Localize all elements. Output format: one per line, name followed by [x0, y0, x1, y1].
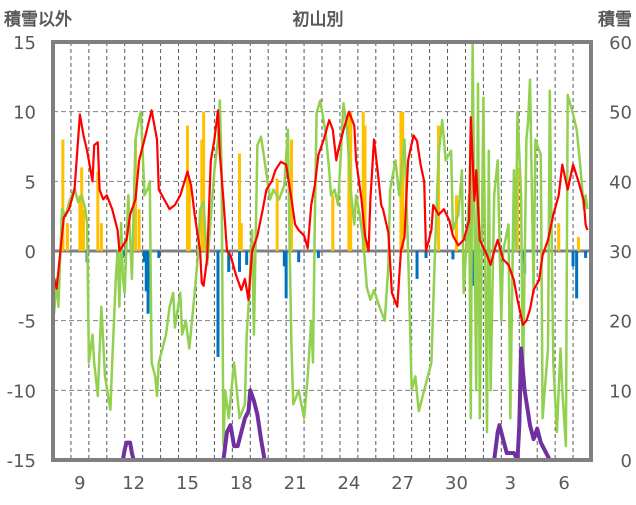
- blue-bar: [571, 251, 575, 267]
- y-tick-label: -10: [7, 381, 36, 402]
- y2-tick-label: 0: [621, 451, 632, 472]
- x-tick-label: 30: [445, 473, 468, 494]
- lines: [52, 40, 590, 462]
- blue-bar: [284, 251, 288, 299]
- y-axis-ticks: 15 10 5 0 -5 -10 -15: [7, 33, 36, 472]
- red-series-line: [53, 109, 589, 326]
- orange-bar: [81, 209, 85, 251]
- y-tick-label: 10: [13, 103, 36, 124]
- orange-bar: [187, 181, 191, 251]
- y2-tick-label: 30: [609, 242, 632, 263]
- x-tick-label: 24: [337, 473, 360, 494]
- orange-bar: [61, 139, 65, 251]
- y-tick-label: 15: [13, 33, 36, 54]
- blue-bar: [316, 251, 320, 258]
- blue-bar: [227, 251, 231, 272]
- orange-bar: [137, 209, 141, 251]
- orange-bar: [361, 111, 365, 252]
- x-tick-label: 6: [558, 473, 569, 494]
- x-tick-label: 3: [505, 473, 516, 494]
- x-tick-label: 12: [122, 473, 145, 494]
- orange-bar: [239, 223, 243, 251]
- green-series-line: [52, 40, 589, 448]
- blue-bar: [142, 251, 146, 263]
- chart-title: 初山別: [293, 9, 344, 30]
- y-tick-label: 5: [25, 172, 36, 193]
- orange-bar: [347, 111, 351, 252]
- x-tick-label: 18: [230, 473, 253, 494]
- blue-bar: [451, 251, 455, 260]
- orange-bar: [331, 195, 335, 251]
- orange-bar: [99, 223, 103, 251]
- orange-bar: [576, 237, 580, 251]
- blue-bar: [157, 251, 161, 258]
- y2-tick-label: 60: [609, 33, 632, 54]
- orange-bar: [80, 167, 84, 251]
- x-tick-label: 9: [74, 473, 85, 494]
- y2-tick-label: 10: [609, 381, 632, 402]
- orange-bar: [200, 139, 204, 251]
- blue-bar: [297, 251, 301, 263]
- x-tick-label: 27: [391, 473, 414, 494]
- blue-bar: [415, 251, 419, 279]
- blue-bar: [146, 251, 150, 314]
- blue-bar: [424, 251, 428, 258]
- left-axis-title: 積雪以外: [4, 9, 72, 30]
- y2-axis-ticks: 60 50 40 30 20 10 0: [609, 33, 632, 472]
- orange-bar: [202, 111, 206, 252]
- y2-tick-label: 20: [609, 312, 632, 333]
- y-tick-label: -5: [18, 312, 36, 333]
- blue-bar: [144, 251, 148, 292]
- blue-bar: [584, 251, 588, 258]
- orange-bar: [96, 171, 100, 251]
- x-axis-ticks: 9 12 15 18 21 24 27 30 3 6: [74, 473, 570, 494]
- orange-bar: [238, 153, 242, 251]
- x-tick-label: 15: [176, 473, 199, 494]
- blue-bar: [216, 251, 220, 357]
- orange-bar: [186, 125, 189, 251]
- blue-bar: [282, 251, 286, 267]
- orange-bar: [78, 195, 82, 251]
- right-axis-title: 積雪: [598, 9, 632, 30]
- x-tick-label: 21: [284, 473, 307, 494]
- y-tick-label: -15: [7, 451, 36, 472]
- plot-frame: [51, 40, 593, 462]
- orange-bar: [65, 223, 69, 251]
- blue-bar: [238, 251, 242, 272]
- y-tick-label: 0: [25, 242, 36, 263]
- y2-tick-label: 50: [609, 103, 632, 124]
- orange-bar: [401, 111, 405, 252]
- orange-bar: [275, 178, 279, 251]
- orange-bar: [557, 223, 561, 251]
- orange-bar: [363, 125, 367, 251]
- blue-bar: [575, 251, 579, 299]
- y2-tick-label: 40: [609, 172, 632, 193]
- blue-bar: [245, 251, 249, 265]
